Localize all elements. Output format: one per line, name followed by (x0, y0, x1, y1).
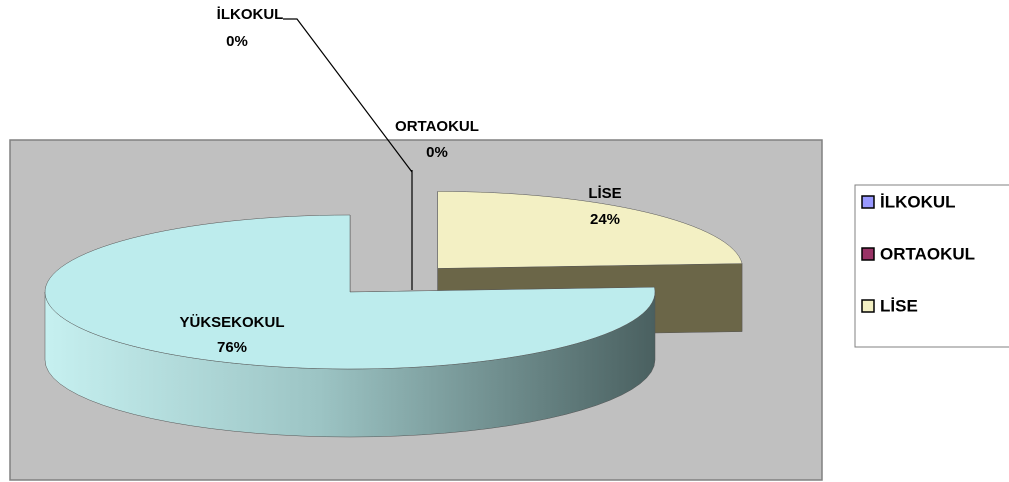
leader-line (283, 18, 413, 173)
slice (437, 191, 743, 269)
labels: İLKOKUL 0% ORTAOKUL 0% LİSE 24% YÜKSEKOKUL 76% (179, 6, 621, 356)
legend-swatch (861, 195, 875, 209)
legend-box (854, 184, 1009, 348)
pie (44, 191, 743, 438)
slice (44, 214, 656, 370)
data-label-name: LİSE (588, 185, 621, 202)
data-label-value: 0% (426, 144, 448, 161)
legend-label: İLKOKUL (880, 192, 956, 211)
data-label-name: İLKOKUL (217, 6, 284, 23)
data-label-name: YÜKSEKOKUL (179, 314, 284, 331)
data-label-name: ORTAOKUL (395, 118, 479, 135)
legend-swatch (861, 299, 875, 313)
legend-swatch (861, 247, 875, 261)
data-label-value: 76% (217, 339, 247, 356)
legend-swatch (862, 352, 874, 364)
data-label-value: 24% (590, 211, 620, 228)
legend: İLKOKUL ORTAOKUL LİSE YÜKSEKOKUL (861, 192, 999, 367)
legend-label: ORTAOKUL (880, 244, 975, 263)
legend-label: YÜKSEKOKUL (880, 348, 999, 367)
data-label-value: 0% (226, 33, 248, 50)
legend-label: LİSE (880, 296, 918, 315)
